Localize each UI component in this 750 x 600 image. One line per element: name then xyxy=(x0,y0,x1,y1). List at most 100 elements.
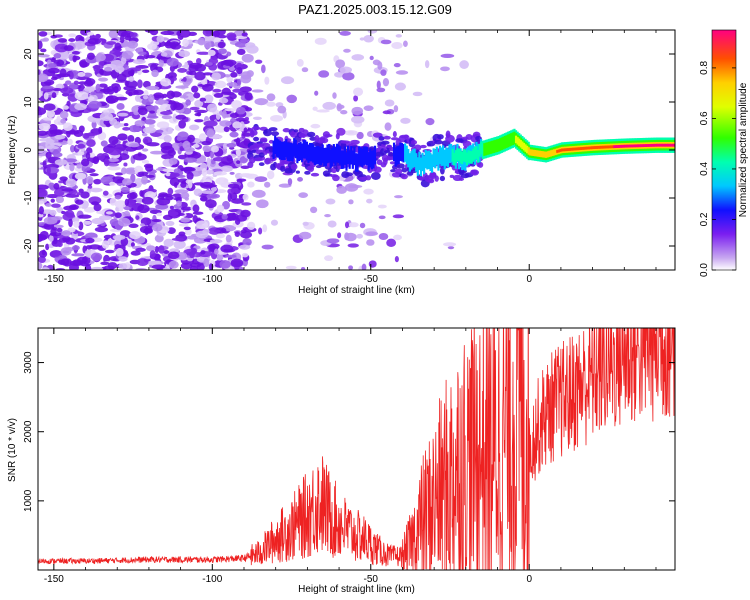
ridge-segment xyxy=(443,149,446,163)
spectral-blob xyxy=(95,53,106,62)
ridge-segment xyxy=(486,142,489,155)
spectral-blob xyxy=(393,234,402,241)
snr-plot-area xyxy=(38,328,675,570)
spectral-blob xyxy=(120,186,130,193)
ridge-segment xyxy=(293,138,296,157)
band-blob xyxy=(258,162,265,167)
ridge-segment xyxy=(435,146,438,166)
spectral-blob xyxy=(366,239,375,246)
spectral-blob xyxy=(98,59,105,69)
spectral-blob xyxy=(179,95,189,99)
band-blob xyxy=(282,128,291,133)
spectral-blob xyxy=(226,154,233,162)
spectral-blob xyxy=(217,30,226,36)
spectral-blob xyxy=(177,154,187,160)
spectral-blob xyxy=(344,130,358,136)
ridge-segment xyxy=(568,147,572,151)
spectral-blob xyxy=(113,121,121,129)
spectral-blob xyxy=(395,34,402,38)
spectral-blob xyxy=(145,164,154,172)
x-tick-label: -150 xyxy=(44,574,64,585)
colorbar: 0.0 0.2 0.4 0.6 0.8 Normalized spectral ampl… xyxy=(699,29,749,277)
spectral-blob xyxy=(339,30,351,36)
spectral-blob xyxy=(186,171,194,181)
ridge-segment xyxy=(459,150,462,164)
ridge-segment xyxy=(280,141,283,161)
spectral-blob xyxy=(145,85,160,91)
spectral-blob xyxy=(380,39,392,45)
spectral-blob xyxy=(166,57,179,67)
spectral-blob xyxy=(176,200,182,207)
ridge-segment xyxy=(348,150,351,169)
ridge-segment xyxy=(370,150,373,170)
spectral-blob xyxy=(366,198,373,204)
spectral-blob xyxy=(348,199,354,205)
spectral-blob xyxy=(255,59,263,64)
spectral-blob xyxy=(194,71,206,81)
band-blob xyxy=(390,169,396,173)
ridge-segment xyxy=(473,146,476,160)
spectral-blob xyxy=(114,194,122,200)
spectral-blob xyxy=(137,79,143,89)
ridge-segment xyxy=(332,144,335,163)
spectral-blob xyxy=(43,216,58,225)
ridge-segment xyxy=(532,149,535,156)
spectral-blob xyxy=(222,142,228,151)
spectral-blob xyxy=(280,76,295,85)
ridge-segment xyxy=(494,139,497,153)
ridge-segment xyxy=(524,144,527,152)
spectral-blob xyxy=(339,66,353,74)
band-blob xyxy=(392,131,397,138)
spectral-blob xyxy=(198,133,207,142)
spectral-blob xyxy=(109,181,116,186)
spectral-blob xyxy=(102,190,109,196)
spectral-blob xyxy=(217,48,227,55)
spectral-blob xyxy=(270,114,284,122)
spectral-blob xyxy=(47,62,57,68)
spectral-blob xyxy=(261,244,274,250)
band-blob xyxy=(378,136,385,141)
spectral-blob xyxy=(300,267,306,270)
spectral-blob xyxy=(159,193,173,198)
spectral-blob xyxy=(73,220,80,228)
spectral-blob xyxy=(154,246,159,253)
spectral-blob xyxy=(62,122,73,131)
ridge-segment xyxy=(326,144,329,163)
ridge-segment xyxy=(668,143,671,147)
spectral-blob xyxy=(214,80,227,89)
spectral-blob xyxy=(71,51,81,55)
spectral-blob xyxy=(192,211,204,215)
spectral-blob xyxy=(135,247,146,252)
snr-y-label: SNR (10 * v/v) xyxy=(7,418,18,482)
band-blob xyxy=(307,131,316,138)
spectral-blob xyxy=(243,127,248,133)
spectral-blob xyxy=(141,196,154,205)
ridge-segment xyxy=(448,150,451,163)
spectral-blob xyxy=(141,159,150,164)
ridge-segment xyxy=(617,145,621,148)
spectral-blob xyxy=(86,139,96,148)
spectral-blob xyxy=(158,98,164,105)
spectral-blob xyxy=(72,205,79,209)
spectral-blob xyxy=(232,88,243,93)
spectral-blob xyxy=(235,137,241,147)
spectral-blob xyxy=(254,176,268,182)
spectral-blob xyxy=(215,177,229,185)
spectral-blob xyxy=(53,53,62,59)
ridge-segment xyxy=(299,141,302,161)
spectral-blob xyxy=(239,244,251,250)
ridge-segment xyxy=(434,149,437,169)
ridge-segment xyxy=(419,157,423,177)
spectral-blob xyxy=(56,241,63,248)
ridge-segment xyxy=(625,144,629,148)
spectral-blob xyxy=(347,243,359,248)
ridge-segment xyxy=(297,142,301,162)
spectral-blob xyxy=(56,227,63,233)
spectral-blob xyxy=(134,178,144,186)
spectral-blob xyxy=(163,250,170,254)
spectral-blob xyxy=(160,110,173,116)
spectral-blob xyxy=(201,167,208,177)
ridge-segment xyxy=(275,138,278,157)
band-blob xyxy=(332,174,340,182)
ridge-segment xyxy=(323,147,326,167)
